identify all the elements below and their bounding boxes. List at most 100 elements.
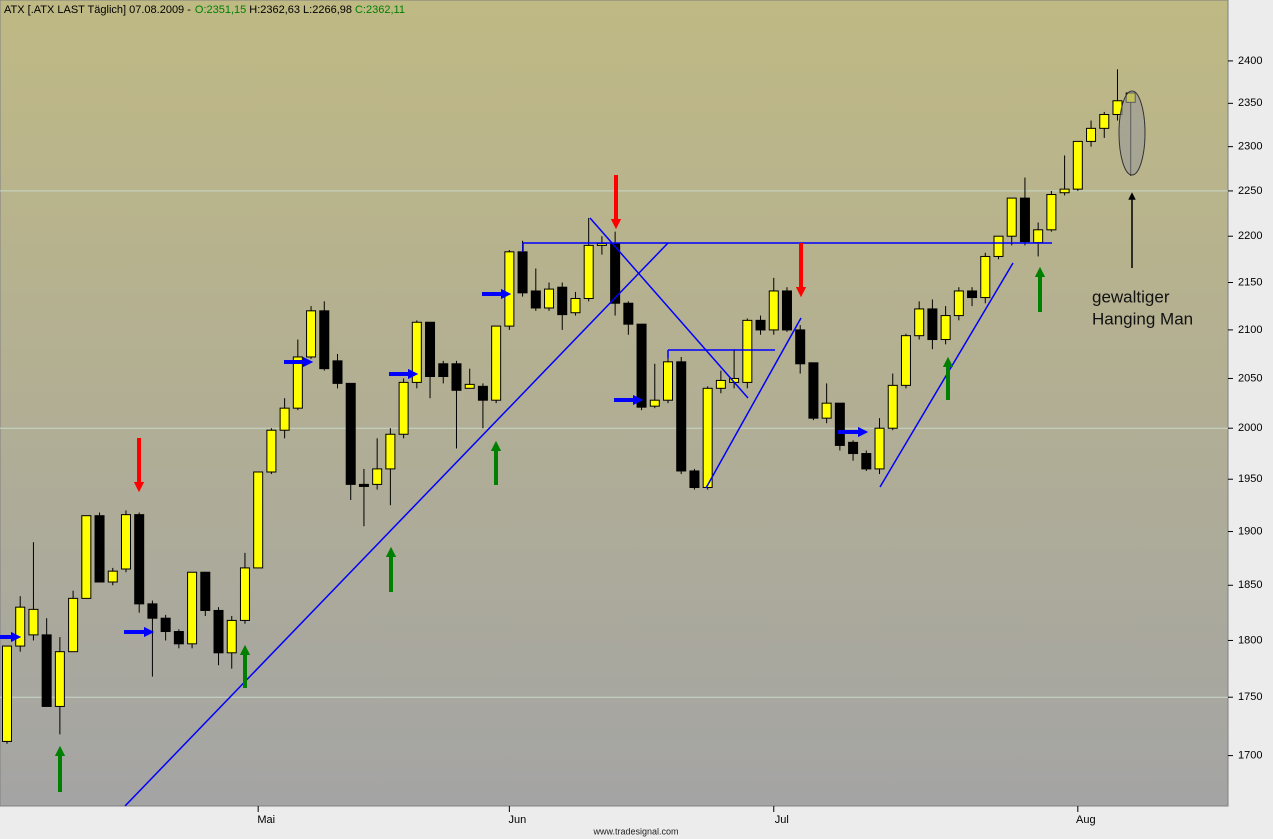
candle-body [715, 379, 726, 389]
y-tick-label: 1950 [1238, 473, 1262, 485]
candle-body [914, 308, 925, 337]
candle-body [28, 608, 39, 636]
candle-body [702, 387, 713, 488]
candle-body [173, 631, 184, 645]
candle-body [187, 571, 198, 645]
candle-body [253, 471, 264, 569]
candle-body [372, 468, 383, 485]
candle-body [226, 619, 237, 654]
header-value: L:2266,98 [303, 4, 352, 16]
candle-body [900, 335, 911, 386]
y-tick-label: 2150 [1238, 276, 1262, 288]
y-tick-label: 2100 [1238, 324, 1262, 336]
candle-body [68, 597, 79, 653]
candle-body [861, 453, 872, 470]
candle-body [848, 441, 859, 455]
candle-body [530, 290, 541, 309]
trend-line [705, 317, 802, 489]
y-tick-label: 2250 [1238, 185, 1262, 197]
candle-body [940, 315, 951, 341]
y-tick-label: 2200 [1238, 230, 1262, 242]
x-tick-label: Aug [1076, 814, 1096, 826]
candle-body [953, 290, 964, 317]
trend-line [589, 217, 749, 399]
candle-body [451, 363, 462, 391]
candle-body [781, 290, 792, 331]
candle-body [676, 361, 687, 472]
buy-arrows [54, 266, 1046, 792]
header-title: ATX [.ATX LAST Täglich] 07.08.2009 - [4, 4, 191, 16]
candle-body [120, 514, 131, 570]
drawings [0, 90, 1146, 807]
candle-body [438, 363, 449, 377]
candle-body [887, 384, 898, 429]
candle-body [623, 302, 634, 325]
sell-arrows [133, 175, 807, 493]
trend-lines [124, 217, 1052, 807]
signal-arrows [0, 288, 869, 643]
candle-body [107, 570, 118, 583]
candle-body [1019, 197, 1030, 243]
candle-body [147, 603, 158, 619]
y-tick-label: 2000 [1238, 422, 1262, 434]
candle-body [200, 571, 211, 611]
candle-body [266, 429, 277, 473]
candles [2, 69, 1136, 744]
candle-body [345, 382, 356, 485]
candle-body [239, 567, 250, 621]
candle-body [795, 329, 806, 365]
candle-body [81, 515, 92, 599]
candle-body [768, 290, 779, 331]
candle-body [636, 323, 647, 408]
candle-body [94, 515, 105, 583]
candle-body [504, 251, 515, 327]
candle-body [385, 433, 396, 470]
candle-body [464, 383, 475, 389]
y-tick-label: 1900 [1238, 525, 1262, 537]
candle-body [967, 290, 978, 299]
candle-body [993, 235, 1004, 257]
candle-body [583, 244, 594, 300]
annotation: gewaltiger [1092, 287, 1170, 306]
candle-body [319, 310, 330, 370]
candle-body [306, 310, 317, 358]
candle-body [398, 381, 409, 435]
candle-body [41, 634, 52, 707]
header: ATX [.ATX LAST Täglich] 07.08.2009 - O:23… [4, 4, 405, 16]
candle-body [1033, 229, 1044, 244]
candle-body [358, 483, 369, 487]
candle-body [663, 361, 673, 401]
candle-body [689, 470, 700, 488]
candle-body [927, 308, 938, 341]
header-value: C:2362,11 [355, 4, 405, 16]
y-tick-label: 2050 [1238, 372, 1262, 384]
y-tick-label: 1800 [1238, 634, 1262, 646]
candle-body [596, 243, 607, 246]
x-tick-label: Jun [508, 814, 526, 826]
candle-body [213, 609, 224, 654]
candle-body [425, 321, 436, 377]
candle-body [15, 606, 26, 647]
candle-body [570, 298, 581, 314]
y-tick-label: 1700 [1238, 750, 1262, 762]
header-value: O:2351,15 [195, 4, 246, 16]
candle-body [1072, 140, 1083, 190]
y-tick-label: 1850 [1238, 579, 1262, 591]
x-tick-label: Mai [257, 814, 275, 826]
candle-body [477, 385, 488, 401]
y-tick-label: 2350 [1238, 97, 1262, 109]
candle-body [808, 362, 819, 419]
candle-body [1099, 114, 1110, 129]
candle-body [742, 319, 753, 383]
candle-body [544, 288, 555, 309]
candle-body [980, 255, 991, 299]
candle-body [134, 514, 145, 605]
highlight-ellipse [1118, 90, 1146, 176]
plot-area [0, 0, 1229, 807]
candle-body [557, 286, 568, 316]
y-tick-label: 2400 [1238, 55, 1262, 67]
candle-body [874, 427, 885, 470]
candle-body [755, 319, 766, 331]
candle-body [1059, 188, 1070, 194]
